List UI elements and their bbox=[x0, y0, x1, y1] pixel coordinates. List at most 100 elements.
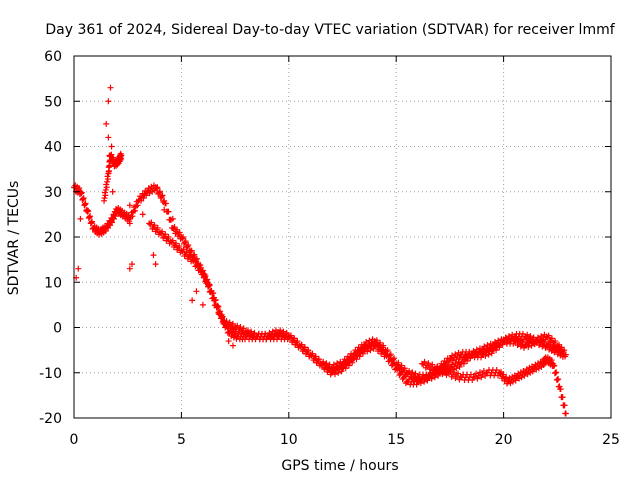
track-b-point bbox=[320, 359, 327, 366]
track-a-point bbox=[76, 185, 83, 192]
track-c-point bbox=[521, 372, 528, 379]
track-b-point bbox=[496, 342, 503, 349]
grid bbox=[74, 56, 611, 418]
spike-point bbox=[105, 98, 112, 105]
track-b-point bbox=[467, 355, 474, 362]
track-b-point bbox=[421, 378, 428, 385]
track-b-point bbox=[338, 368, 345, 375]
track-a-point bbox=[548, 335, 555, 342]
track-b-point bbox=[169, 237, 176, 244]
track-b-point bbox=[387, 355, 394, 362]
track-b-point bbox=[206, 281, 213, 288]
track-b-point bbox=[210, 290, 217, 297]
track-d-point bbox=[103, 184, 110, 191]
track-a-point bbox=[84, 208, 91, 215]
x-tick-label: 10 bbox=[280, 432, 298, 448]
track-b-point bbox=[194, 260, 201, 267]
track-b-point bbox=[165, 234, 172, 240]
track-c-point bbox=[529, 368, 536, 375]
track-b-point bbox=[218, 311, 225, 318]
track-b-point bbox=[151, 222, 158, 229]
track-c-point bbox=[447, 367, 454, 374]
spike-point bbox=[126, 265, 133, 272]
track-a-point bbox=[229, 320, 236, 327]
track-b-point bbox=[359, 350, 366, 357]
track-b-point bbox=[550, 343, 557, 350]
track-b-point bbox=[342, 365, 349, 372]
track-b-point bbox=[294, 338, 301, 345]
spike-point bbox=[103, 120, 110, 127]
track-a-point bbox=[188, 247, 195, 254]
track-b-point bbox=[349, 359, 356, 366]
track-a-point bbox=[412, 370, 419, 377]
track-b-point bbox=[154, 224, 161, 231]
spike-point bbox=[77, 215, 84, 222]
track-b-point bbox=[493, 343, 500, 350]
track-b-point bbox=[173, 240, 180, 247]
track-a-point bbox=[86, 214, 93, 221]
track-b-point bbox=[159, 228, 166, 235]
track-b-point bbox=[180, 246, 187, 253]
track-b-point bbox=[221, 317, 228, 324]
track-a-point bbox=[80, 195, 87, 202]
track-a-point bbox=[181, 239, 188, 246]
x-tick-label: 0 bbox=[70, 432, 79, 448]
track-b-point bbox=[326, 365, 333, 372]
track-b-point bbox=[453, 365, 460, 372]
track-c-point bbox=[562, 410, 569, 417]
track-a-point bbox=[88, 219, 95, 226]
track-b-point bbox=[323, 362, 330, 369]
y-tick-label: 0 bbox=[53, 321, 62, 337]
track-b-point bbox=[456, 363, 463, 370]
track-c-point bbox=[559, 394, 566, 401]
track-b-point bbox=[401, 373, 408, 380]
y-tick-label: -10 bbox=[39, 366, 62, 382]
track-b-point bbox=[217, 312, 224, 319]
track-b-point bbox=[205, 282, 212, 289]
track-a-point bbox=[158, 193, 165, 200]
track-c-point bbox=[548, 357, 555, 364]
track-b-point bbox=[183, 249, 190, 256]
track-b-point bbox=[377, 344, 384, 351]
track-b-point bbox=[197, 264, 204, 271]
track-a-point bbox=[226, 319, 233, 326]
track-b-point bbox=[200, 272, 207, 279]
track-c-point bbox=[425, 360, 432, 367]
track-c-point bbox=[503, 374, 510, 381]
track-a-point bbox=[179, 235, 186, 242]
x-tick-label: 25 bbox=[602, 432, 620, 448]
track-b-point bbox=[356, 353, 363, 360]
track-b-point bbox=[190, 257, 197, 264]
y-tick-label: 10 bbox=[44, 275, 62, 291]
track-a-point bbox=[406, 367, 413, 374]
track-b-point bbox=[560, 351, 567, 358]
x-tick-labels: 0 5 10 15 20 25 bbox=[70, 432, 620, 448]
track-b-point bbox=[212, 296, 219, 303]
track-b-point bbox=[201, 271, 208, 278]
track-b-point bbox=[305, 347, 312, 354]
track-b-point bbox=[559, 348, 566, 355]
track-b-point bbox=[482, 348, 489, 355]
track-b-point bbox=[460, 360, 467, 367]
track-b-point bbox=[220, 318, 227, 325]
track-b-point bbox=[345, 362, 352, 369]
track-a-point bbox=[545, 332, 552, 339]
track-c-point bbox=[469, 376, 476, 383]
track-a-point bbox=[398, 362, 405, 369]
track-b-point bbox=[196, 266, 203, 273]
track-a-point bbox=[234, 322, 241, 329]
y-tick-label: 30 bbox=[44, 185, 62, 201]
track-c-point bbox=[421, 358, 428, 365]
x-tick-label: 20 bbox=[495, 432, 513, 448]
track-b-point bbox=[471, 353, 478, 360]
track-b-point bbox=[431, 374, 438, 381]
track-b-point bbox=[301, 344, 308, 351]
track-c-point bbox=[556, 383, 563, 390]
track-b-point bbox=[176, 243, 183, 250]
track-c-point bbox=[434, 363, 441, 370]
track-b-point bbox=[417, 380, 424, 387]
track-a-point bbox=[156, 188, 163, 195]
track-c-point bbox=[429, 361, 436, 368]
track-b-point bbox=[394, 366, 401, 373]
track-d-point bbox=[109, 154, 116, 161]
